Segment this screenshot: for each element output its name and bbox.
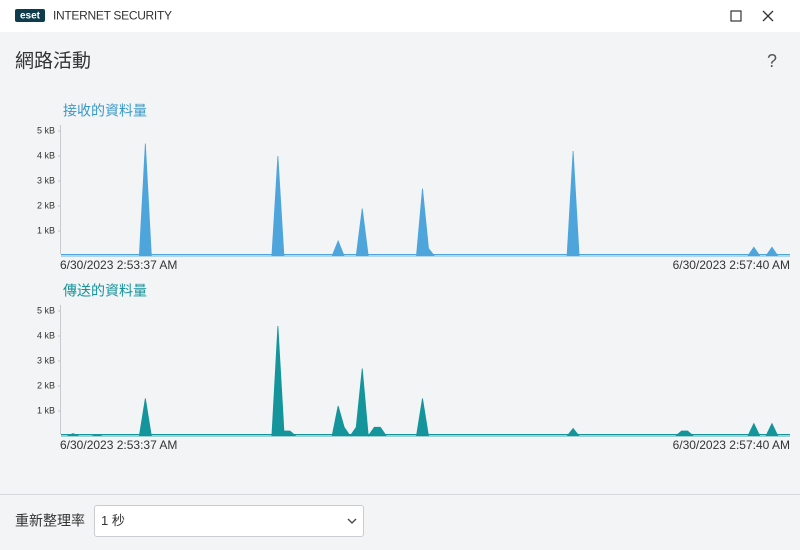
y-tick-label: 5 kB xyxy=(37,125,55,135)
refresh-label: 重新整理率 xyxy=(15,513,85,529)
page-title: 網路活動 xyxy=(15,50,91,72)
y-tick-label: 4 kB xyxy=(37,330,55,340)
refresh-value: 1 秒 xyxy=(101,513,125,528)
y-tick-label: 4 kB xyxy=(37,150,55,160)
logo-box xyxy=(15,9,45,22)
y-tick-label: 3 kB xyxy=(37,175,55,185)
x-label-start: 6/30/2023 2:53:37 AM xyxy=(60,258,177,272)
maximize-button[interactable] xyxy=(730,10,742,22)
chart-title: 傳送的資料量 xyxy=(63,283,147,299)
y-tick-label: 2 kB xyxy=(37,200,55,210)
logo: eset xyxy=(20,11,41,22)
refresh-select[interactable]: 1 秒 xyxy=(94,505,364,537)
chevron xyxy=(347,518,357,524)
x-label-end: 6/30/2023 2:57:40 AM xyxy=(673,258,790,272)
close-button[interactable] xyxy=(762,10,774,22)
help-button[interactable]: ? xyxy=(767,51,777,71)
area xyxy=(61,325,790,438)
y-tick-label: 1 kB xyxy=(37,405,55,415)
y-tick-label: 5 kB xyxy=(37,305,55,315)
product-name: INTERNET SECURITY xyxy=(53,9,172,23)
chart-title: 接收的資料量 xyxy=(63,103,147,119)
y-tick-label: 1 kB xyxy=(37,225,55,235)
y-tick-label: 3 kB xyxy=(37,355,55,365)
area xyxy=(61,143,790,257)
y-tick-label: 2 kB xyxy=(37,380,55,390)
x-label-start: 6/30/2023 2:53:37 AM xyxy=(60,438,177,452)
x-label-end: 6/30/2023 2:57:40 AM xyxy=(673,438,790,452)
title-bar xyxy=(0,0,800,32)
